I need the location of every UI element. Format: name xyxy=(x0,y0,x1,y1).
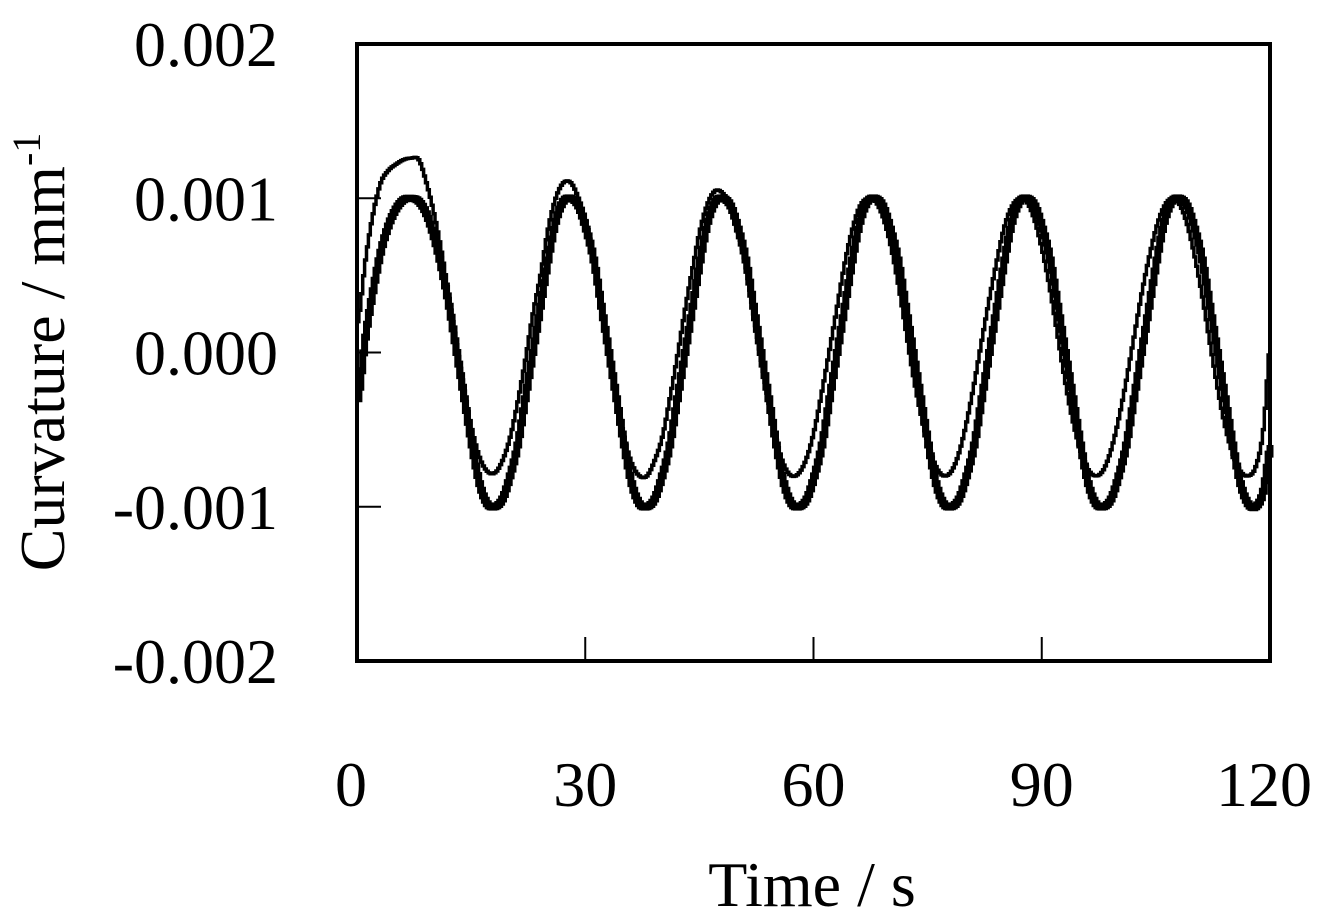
x-tick-label: 120 xyxy=(1216,749,1312,820)
y-tick-label: 0.002 xyxy=(134,9,278,80)
series-line-thick xyxy=(355,194,1274,512)
x-axis-ticks: 0 30 60 90 120 xyxy=(335,637,1312,820)
series-layer xyxy=(355,155,1274,512)
series-line-thin xyxy=(357,155,1272,480)
x-tick-label: 60 xyxy=(782,749,846,820)
y-tick-label: 0.000 xyxy=(134,318,278,389)
y-tick-label: -0.002 xyxy=(113,626,278,697)
y-axis-title-main: Curvature / mm xyxy=(7,166,78,571)
y-axis-ticks: 0.002 0.001 0.000 -0.001 -0.002 xyxy=(113,9,381,697)
x-axis-title: Time / s xyxy=(708,849,916,920)
y-tick-label: 0.001 xyxy=(134,163,278,234)
y-axis-title: Curvature / mm-1 xyxy=(4,133,78,572)
y-axis-title-superscript: -1 xyxy=(4,133,49,166)
x-tick-label: 90 xyxy=(1010,749,1074,820)
x-tick-label: 30 xyxy=(553,749,617,820)
plot-frame xyxy=(355,42,1272,663)
y-tick-label: -0.001 xyxy=(113,472,278,543)
x-tick-label: 0 xyxy=(335,749,367,820)
